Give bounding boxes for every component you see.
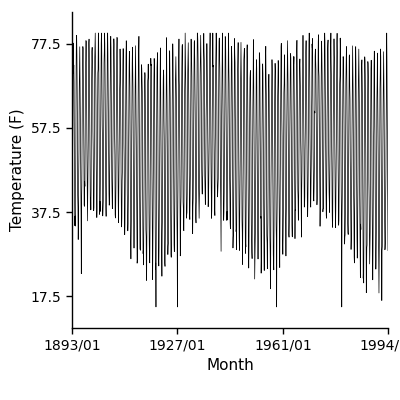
Y-axis label: Temperature (F): Temperature (F) (10, 109, 25, 231)
X-axis label: Month: Month (206, 358, 254, 373)
